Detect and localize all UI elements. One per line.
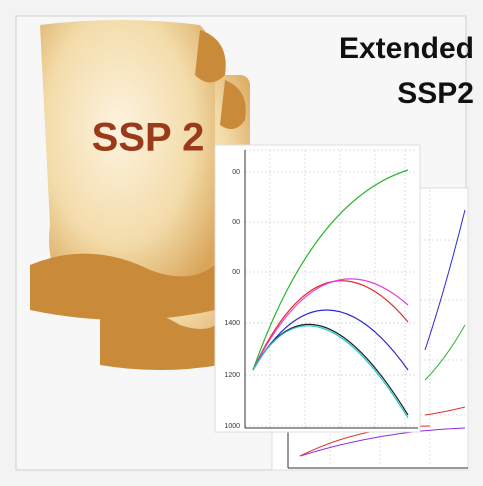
scroll-front: SSP 2: [30, 20, 226, 320]
scroll-label: SSP 2: [92, 116, 205, 160]
y-tick-label: 1400: [224, 320, 240, 327]
chart-front: 00 00 00 1400 1200 1000: [214, 144, 421, 433]
y-tick-label: 1200: [224, 372, 240, 379]
y-tick-label: 00: [232, 169, 240, 176]
title-line: Extended: [339, 32, 474, 65]
title-line: SSP2: [397, 77, 474, 110]
y-tick-label: 1000: [224, 423, 240, 430]
y-tick-label: 00: [232, 219, 240, 226]
y-tick-label: 00: [232, 269, 240, 276]
